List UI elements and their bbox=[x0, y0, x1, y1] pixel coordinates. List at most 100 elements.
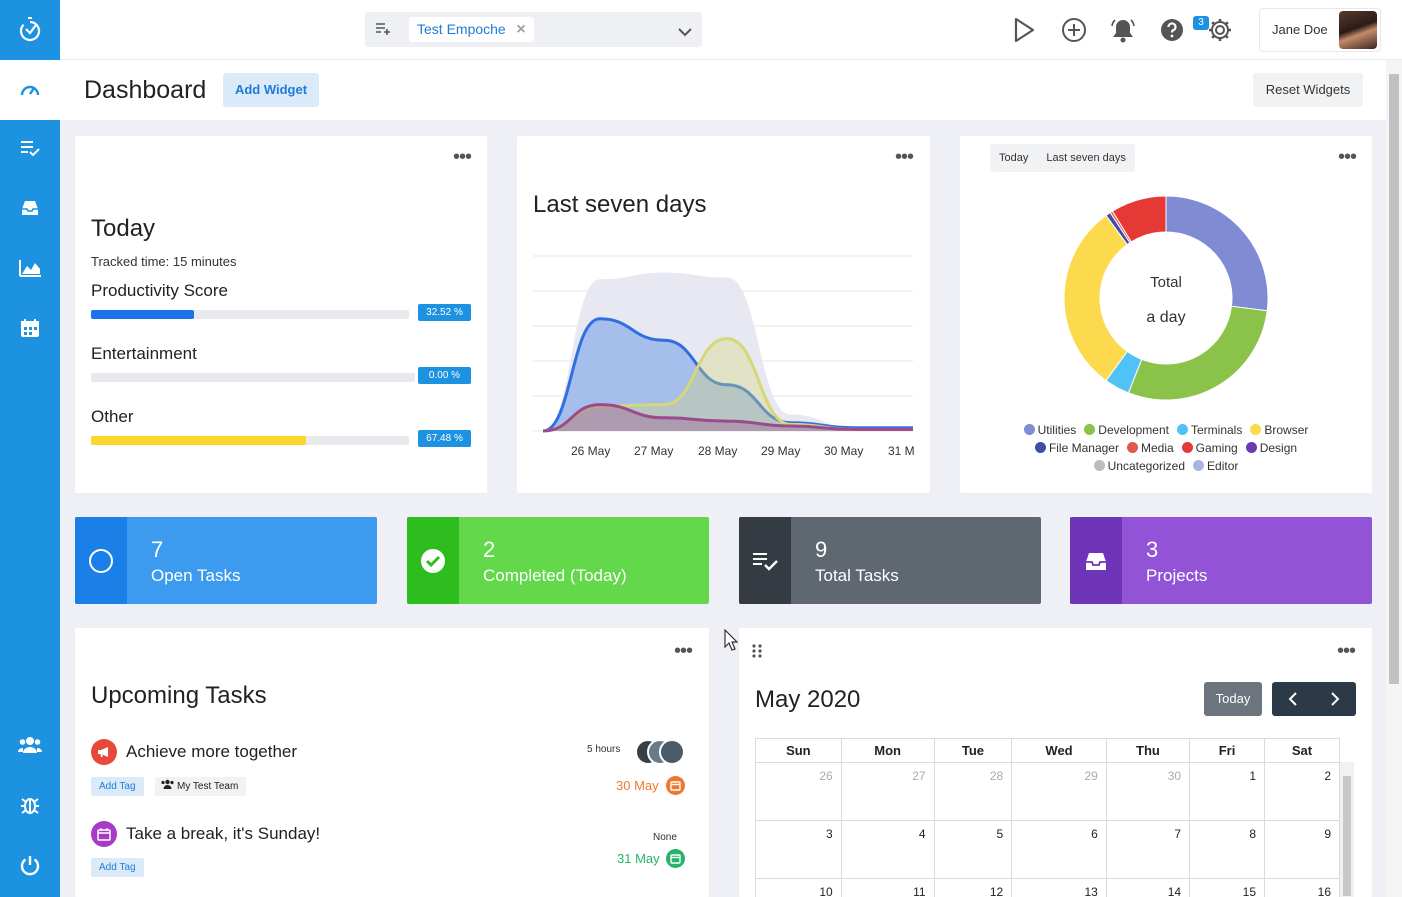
team-name: My Test Team bbox=[177, 781, 239, 792]
legend-item[interactable]: Media bbox=[1126, 441, 1174, 455]
day-cell[interactable]: 1 bbox=[1189, 762, 1265, 821]
legend-item[interactable]: Development bbox=[1084, 423, 1169, 437]
add-circle-icon[interactable] bbox=[1058, 14, 1090, 46]
day-cell[interactable]: 26 bbox=[755, 762, 842, 821]
legend-item[interactable]: File Manager bbox=[1034, 441, 1119, 455]
chevron-left-icon bbox=[1288, 692, 1297, 706]
legend-item[interactable]: Editor bbox=[1193, 459, 1238, 473]
bell-icon[interactable] bbox=[1107, 14, 1139, 46]
add-widget-button[interactable]: Add Widget bbox=[223, 73, 319, 107]
day-cell[interactable]: 3 bbox=[755, 820, 842, 879]
widget-menu-icon[interactable]: ••• bbox=[674, 640, 693, 662]
donut-slice[interactable] bbox=[1111, 195, 1167, 243]
day-cell[interactable]: 4 bbox=[840, 820, 935, 879]
team-tag[interactable]: My Test Team bbox=[155, 777, 247, 796]
inbox-icon bbox=[1070, 517, 1122, 604]
chevron-down-icon[interactable] bbox=[678, 24, 692, 42]
series-area bbox=[543, 318, 913, 431]
sidebar-item-inbox[interactable] bbox=[0, 178, 60, 238]
scrollbar-thumb[interactable] bbox=[1343, 776, 1351, 896]
app-logo-icon[interactable] bbox=[0, 0, 60, 60]
sidebar-item-dashboard[interactable] bbox=[0, 60, 60, 120]
play-icon[interactable] bbox=[1008, 14, 1040, 46]
check-circle-icon bbox=[407, 517, 459, 604]
donut-slice[interactable] bbox=[1127, 305, 1268, 401]
add-tag-button[interactable]: Add Tag bbox=[91, 777, 144, 796]
reset-widgets-button[interactable]: Reset Widgets bbox=[1253, 73, 1363, 107]
day-cell[interactable]: 29 bbox=[1011, 762, 1107, 821]
sidebar-item-reports[interactable] bbox=[0, 238, 60, 298]
stat-total-tasks[interactable]: 9 Total Tasks bbox=[739, 517, 1041, 604]
stat-label: Total Tasks bbox=[815, 566, 899, 585]
widget-menu-icon[interactable]: ••• bbox=[895, 146, 914, 168]
selected-list-chip[interactable]: Test Empoche × bbox=[409, 17, 534, 42]
page-scrollbar[interactable] bbox=[1386, 60, 1402, 897]
help-icon[interactable] bbox=[1156, 14, 1188, 46]
task-name[interactable]: Take a break, it's Sunday! bbox=[126, 824, 321, 843]
legend-item[interactable]: Browser bbox=[1250, 423, 1308, 437]
x-axis-tick-label: 27 May bbox=[634, 444, 674, 458]
day-cell[interactable]: 30 bbox=[1105, 762, 1191, 821]
day-cell[interactable]: 8 bbox=[1189, 820, 1265, 879]
list-selector[interactable]: Test Empoche × bbox=[365, 12, 702, 47]
day-cell[interactable]: 16 bbox=[1264, 878, 1340, 897]
widget-menu-icon[interactable]: ••• bbox=[453, 146, 472, 168]
time-estimate: None bbox=[653, 832, 677, 843]
calendar-scrollbar[interactable] bbox=[1340, 762, 1354, 897]
drag-handle-icon[interactable] bbox=[752, 643, 762, 664]
widget-menu-icon[interactable]: ••• bbox=[1338, 146, 1357, 168]
day-cell[interactable]: 28 bbox=[933, 762, 1013, 821]
donut-slice[interactable] bbox=[1063, 214, 1128, 382]
legend-item[interactable]: Design bbox=[1245, 441, 1297, 455]
day-cell[interactable]: 27 bbox=[840, 762, 935, 821]
day-cell[interactable]: 5 bbox=[933, 820, 1013, 879]
legend-item[interactable]: Utilities bbox=[1023, 423, 1076, 437]
day-cell[interactable]: 9 bbox=[1264, 820, 1340, 879]
day-cell[interactable]: 14 bbox=[1105, 878, 1191, 897]
day-cell[interactable]: 11 bbox=[840, 878, 935, 897]
area-chart bbox=[533, 255, 913, 433]
legend-item[interactable]: Gaming bbox=[1181, 441, 1238, 455]
day-cell[interactable]: 12 bbox=[933, 878, 1013, 897]
task-name[interactable]: Achieve more together bbox=[126, 742, 298, 761]
tab-last-seven-days[interactable]: Last seven days bbox=[1046, 152, 1126, 164]
day-cell[interactable]: 6 bbox=[1011, 820, 1107, 879]
legend: Uncategorized Editor bbox=[960, 459, 1372, 473]
today-widget: ••• Today Tracked time: 15 minutes Produ… bbox=[75, 136, 487, 493]
legend-item[interactable]: Terminals bbox=[1177, 423, 1242, 437]
prev-month-button[interactable] bbox=[1272, 682, 1314, 716]
calendar-icon[interactable] bbox=[666, 776, 685, 795]
remove-chip-icon[interactable]: × bbox=[516, 21, 526, 38]
add-tag-button[interactable]: Add Tag bbox=[91, 858, 144, 877]
sidebar-item-tasks[interactable] bbox=[0, 118, 60, 178]
sidebar-item-team[interactable] bbox=[0, 715, 60, 775]
calendar-icon[interactable] bbox=[666, 849, 685, 868]
sidebar-item-logout[interactable] bbox=[0, 835, 60, 895]
page-title: Dashboard bbox=[84, 76, 207, 104]
legend-label: Gaming bbox=[1195, 441, 1238, 455]
day-cell[interactable]: 13 bbox=[1011, 878, 1107, 897]
series-area bbox=[543, 338, 913, 431]
stat-open-tasks[interactable]: 7 Open Tasks bbox=[75, 517, 377, 604]
next-month-button[interactable] bbox=[1314, 682, 1356, 716]
day-cell[interactable]: 2 bbox=[1264, 762, 1340, 821]
gear-icon[interactable] bbox=[1204, 14, 1236, 46]
x-axis-tick-label: 28 May bbox=[698, 444, 738, 458]
user-menu[interactable]: Jane Doe bbox=[1259, 8, 1381, 52]
day-cell[interactable]: 15 bbox=[1189, 878, 1265, 897]
tab-today[interactable]: Today bbox=[999, 152, 1029, 164]
day-cell[interactable]: 7 bbox=[1105, 820, 1191, 879]
donut-slice[interactable] bbox=[1165, 195, 1269, 312]
scrollbar-thumb[interactable] bbox=[1389, 74, 1399, 684]
legend-item[interactable]: Uncategorized bbox=[1093, 459, 1185, 473]
sidebar-item-calendar[interactable] bbox=[0, 298, 60, 358]
widget-menu-icon[interactable]: ••• bbox=[1337, 640, 1356, 662]
today-button[interactable]: Today bbox=[1204, 682, 1262, 716]
day-cell[interactable]: 10 bbox=[755, 878, 842, 897]
sidebar-item-bug-report[interactable] bbox=[0, 775, 60, 835]
stat-completed-today[interactable]: 2 Completed (Today) bbox=[407, 517, 709, 604]
legend-label: Browser bbox=[1264, 423, 1309, 437]
speedometer-icon bbox=[20, 85, 40, 96]
checklist-icon bbox=[21, 141, 40, 157]
stat-projects[interactable]: 3 Projects bbox=[1070, 517, 1372, 604]
